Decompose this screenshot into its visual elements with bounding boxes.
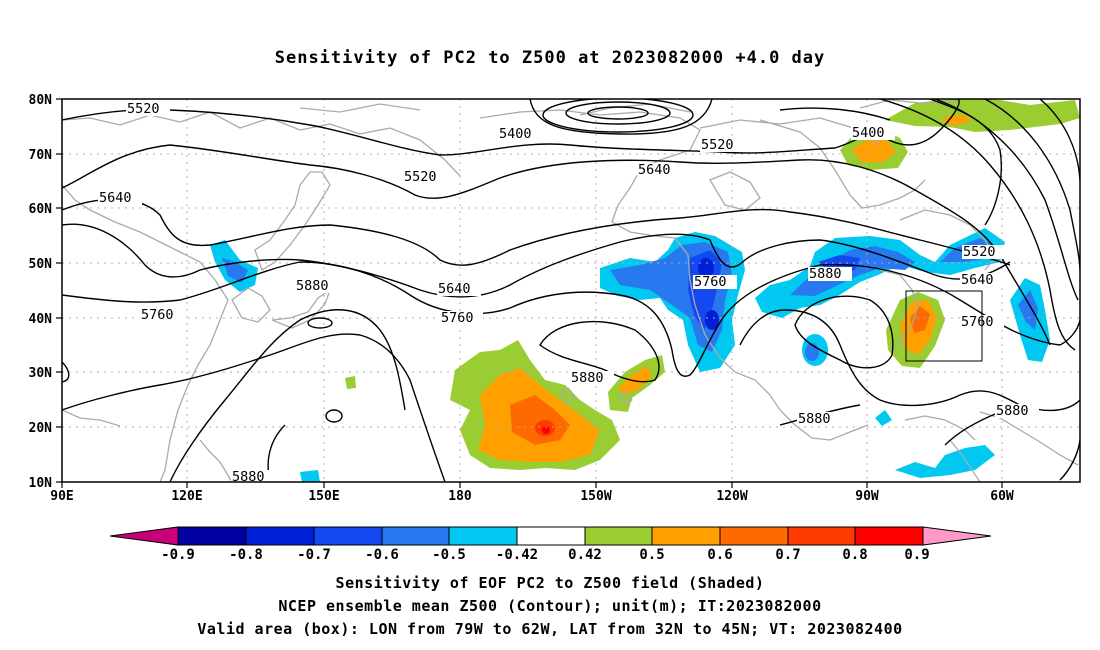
contour-label: 5520 — [127, 101, 160, 117]
lon-label-90e: 90E — [50, 489, 73, 504]
colorbar-segment — [245, 526, 315, 546]
lat-label-60n: 60N — [29, 202, 53, 217]
colorbar-label: 0.42 — [568, 547, 602, 563]
chart-title: Sensitivity of PC2 to Z500 at 2023082000… — [274, 48, 826, 68]
caption-line-2: NCEP ensemble mean Z500 (Contour); unit(… — [278, 597, 822, 615]
contour-label: 5520 — [701, 137, 734, 153]
contour-label: 5520 — [963, 244, 996, 260]
colorbar-segment-below — [109, 526, 179, 546]
lat-label-80n: 80N — [29, 93, 53, 108]
contour-label: 5880 — [296, 278, 329, 294]
contour-label-backgrounds — [98, 102, 1039, 482]
colorbar-label: -0.7 — [297, 547, 331, 563]
colorbar-segment — [854, 526, 924, 546]
contour-label: 5880 — [232, 469, 265, 485]
colorbar-label: 0.8 — [842, 547, 867, 563]
lat-label-10n: 10N — [29, 476, 53, 491]
z500-contours — [62, 99, 1080, 482]
lon-label-150w: 150W — [580, 489, 611, 504]
axis-ticks — [56, 98, 1003, 488]
colorbar-label: -0.5 — [432, 547, 466, 563]
colorbar-label: 0.7 — [775, 547, 800, 563]
colorbar-label: -0.6 — [365, 547, 399, 563]
contour-label: 5880 — [571, 370, 604, 386]
lon-label-120w: 120W — [716, 489, 747, 504]
lon-label-120e: 120E — [171, 489, 202, 504]
colorbar-segment-above — [922, 526, 992, 546]
contour-label: 5760 — [694, 274, 727, 290]
lat-label-50n: 50N — [29, 257, 53, 272]
colorbar-label: 0.5 — [639, 547, 664, 563]
contour-label: 5760 — [141, 307, 174, 323]
lat-label-70n: 70N — [29, 148, 53, 163]
lon-label-180: 180 — [448, 489, 472, 504]
colorbar-segment — [516, 526, 586, 546]
colorbar-label: 0.6 — [707, 547, 732, 563]
contour-label: 5640 — [961, 272, 994, 288]
colorbar-segment — [313, 526, 383, 546]
colorbar-segment — [719, 526, 789, 546]
caption-line-1: Sensitivity of EOF PC2 to Z500 field (Sh… — [335, 574, 765, 592]
lat-label-20n: 20N — [29, 421, 53, 436]
lon-label-60w: 60W — [990, 489, 1014, 504]
colorbar-segment — [177, 526, 247, 546]
lat-label-30n: 30N — [29, 366, 53, 381]
lon-label-90w: 90W — [855, 489, 879, 504]
longitude-labels: 90E 120E 150E 180 150W 120W 90W 60W — [50, 489, 1014, 504]
valid-area-box — [905, 290, 983, 362]
contour-label: 5640 — [438, 281, 471, 297]
contour-labels: 5520 5400 5520 5520 5640 5640 5400 5520 … — [99, 101, 1029, 485]
colorbar-segment — [787, 526, 856, 546]
colorbar-label: -0.8 — [229, 547, 263, 563]
contour-label: 5880 — [798, 411, 831, 427]
colorbar-labels: -0.9 -0.8 -0.7 -0.6 -0.5 -0.42 0.42 0.5 … — [161, 547, 930, 563]
contour-label: 5760 — [441, 310, 474, 326]
contour-label: 5760 — [961, 314, 994, 330]
contour-label: 5880 — [996, 403, 1029, 419]
colorbar-segment — [651, 526, 721, 546]
lat-label-40n: 40N — [29, 312, 53, 327]
contour-label: 5520 — [404, 169, 437, 185]
contour-label: 5400 — [499, 126, 532, 142]
colorbar-label: -0.9 — [161, 547, 195, 563]
contour-label: 5400 — [852, 125, 885, 141]
latitude-labels: 80N 70N 60N 50N 40N 30N 20N 10N — [29, 93, 53, 491]
contour-label: 5640 — [638, 162, 671, 178]
colorbar-segment — [381, 526, 450, 546]
colorbar-label: -0.42 — [496, 547, 538, 563]
contour-label: 5640 — [99, 190, 132, 206]
caption-line-3: Valid area (box): LON from 79W to 62W, L… — [197, 620, 903, 638]
map-figure: 5520 5400 5520 5520 5640 5640 5400 5520 … — [29, 93, 1081, 563]
contour-label: 5880 — [809, 266, 842, 282]
lon-label-150e: 150E — [308, 489, 339, 504]
colorbar-label: 0.9 — [904, 547, 929, 563]
map-frame — [61, 98, 1081, 483]
colorbar-segment — [584, 526, 653, 546]
colorbar — [109, 526, 992, 546]
colorbar-segment — [448, 526, 518, 546]
